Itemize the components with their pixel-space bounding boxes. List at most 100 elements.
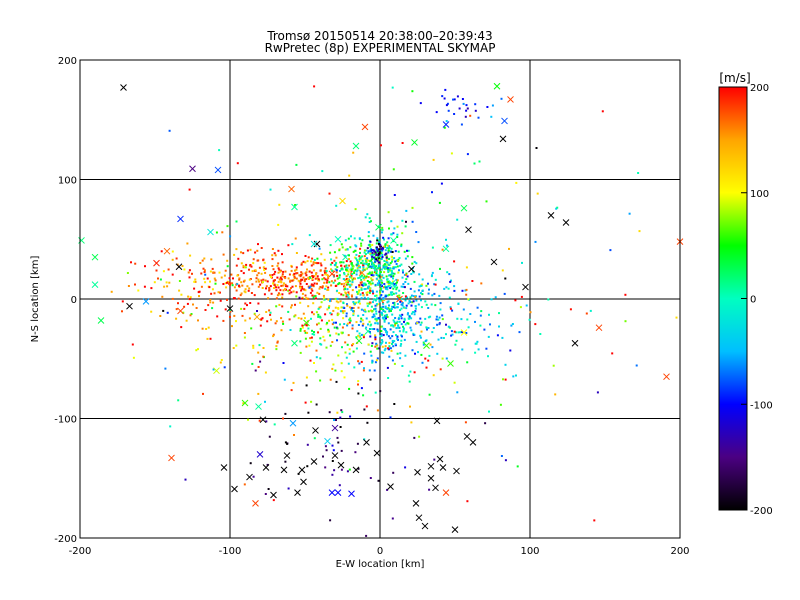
scatter-dot (307, 276, 310, 279)
scatter-dot (402, 283, 405, 286)
scatter-dot (478, 160, 481, 163)
scatter-dot (311, 294, 314, 297)
scatter-x-marker (415, 514, 423, 522)
scatter-dot (317, 322, 320, 325)
scatter-dot (400, 315, 403, 318)
scatter-dot (378, 239, 381, 242)
scatter-dot (321, 285, 324, 288)
scatter-dot (266, 280, 269, 283)
scatter-dot (381, 299, 384, 302)
scatter-dot (386, 281, 389, 284)
scatter-dot (363, 275, 366, 278)
scatter-dot (367, 264, 370, 267)
scatter-dot (284, 460, 287, 463)
scatter-dot (189, 296, 192, 299)
scatter-dot (288, 273, 291, 276)
scatter-dot (390, 349, 393, 352)
scatter-dot (304, 255, 307, 257)
scatter-dot (399, 300, 402, 303)
scatter-x-marker (355, 337, 363, 345)
scatter-dot (257, 351, 260, 354)
scatter-x-marker (460, 329, 468, 336)
scatter-dot (404, 354, 407, 357)
scatter-dot (500, 97, 503, 100)
scatter-x-marker (342, 253, 349, 261)
scatter-dot (436, 323, 439, 326)
scatter-dot (306, 443, 309, 446)
scatter-dot (400, 339, 403, 342)
scatter-dot (378, 300, 381, 303)
scatter-dot (257, 278, 260, 281)
scatter-dot (409, 326, 412, 329)
scatter-dot (357, 360, 360, 363)
scatter-dot (519, 306, 522, 309)
scatter-dot (420, 306, 423, 309)
scatter-dot (355, 301, 358, 304)
scatter-x-marker (334, 489, 342, 496)
scatter-dot (164, 367, 167, 370)
scatter-dot (279, 289, 282, 292)
scatter-dot (393, 340, 396, 343)
scatter-dot (279, 270, 282, 273)
scatter-dot (359, 281, 362, 284)
scatter-dot (339, 416, 342, 419)
scatter-dot (378, 258, 381, 261)
scatter-dot (356, 264, 359, 267)
scatter-dot (337, 283, 340, 286)
scatter-dot (382, 247, 385, 250)
scatter-dot (385, 295, 387, 298)
scatter-dot (240, 270, 243, 272)
scatter-dot (301, 292, 304, 295)
scatter-dot (467, 326, 470, 329)
scatter-dot (363, 367, 365, 370)
scatter-dot (414, 305, 417, 308)
scatter-dot (137, 289, 140, 292)
scatter-dot (375, 290, 378, 293)
scatter-dot (347, 334, 350, 337)
scatter-dot (340, 331, 343, 334)
scatter-dot (390, 255, 393, 258)
scatter-dot (488, 410, 490, 413)
scatter-dot (358, 255, 361, 258)
scatter-dot (334, 268, 337, 271)
scatter-dot (499, 403, 502, 406)
scatter-dot (428, 393, 431, 396)
scatter-dot (375, 277, 378, 280)
scatter-dot (348, 285, 351, 288)
scatter-dot (295, 277, 298, 280)
scatter-dot (367, 235, 370, 238)
scatter-dot (348, 321, 351, 324)
scatter-dot (341, 268, 344, 271)
scatter-dot (324, 278, 327, 281)
scatter-dot (375, 304, 378, 307)
scatter-dot (363, 255, 366, 258)
scatter-dot (383, 263, 386, 266)
scatter-dot (281, 275, 284, 278)
scatter-dot (259, 283, 262, 286)
scatter-dot (295, 266, 298, 269)
scatter-dot (384, 249, 387, 252)
scatter-dot (266, 463, 269, 466)
scatter-dot (398, 257, 401, 259)
scatter-dot (228, 277, 231, 280)
scatter-dot (206, 277, 209, 280)
scatter-dot (411, 301, 414, 304)
scatter-dot (329, 263, 332, 266)
scatter-dot (415, 299, 418, 302)
scatter-dot (446, 244, 448, 247)
scatter-dot (401, 142, 404, 144)
scatter-dot (464, 289, 467, 292)
scatter-dot (282, 362, 285, 364)
scatter-dot (355, 336, 358, 339)
scatter-dot (377, 347, 380, 350)
scatter-dot (330, 258, 333, 261)
scatter-dot (409, 405, 411, 408)
scatter-dot (294, 204, 297, 206)
scatter-dot (451, 333, 454, 336)
scatter-dot (457, 302, 460, 305)
scatter-dot (412, 332, 415, 335)
scatter-dot (412, 271, 415, 274)
scatter-dot (374, 338, 377, 341)
scatter-dot (357, 263, 360, 265)
scatter-dot (635, 364, 638, 367)
